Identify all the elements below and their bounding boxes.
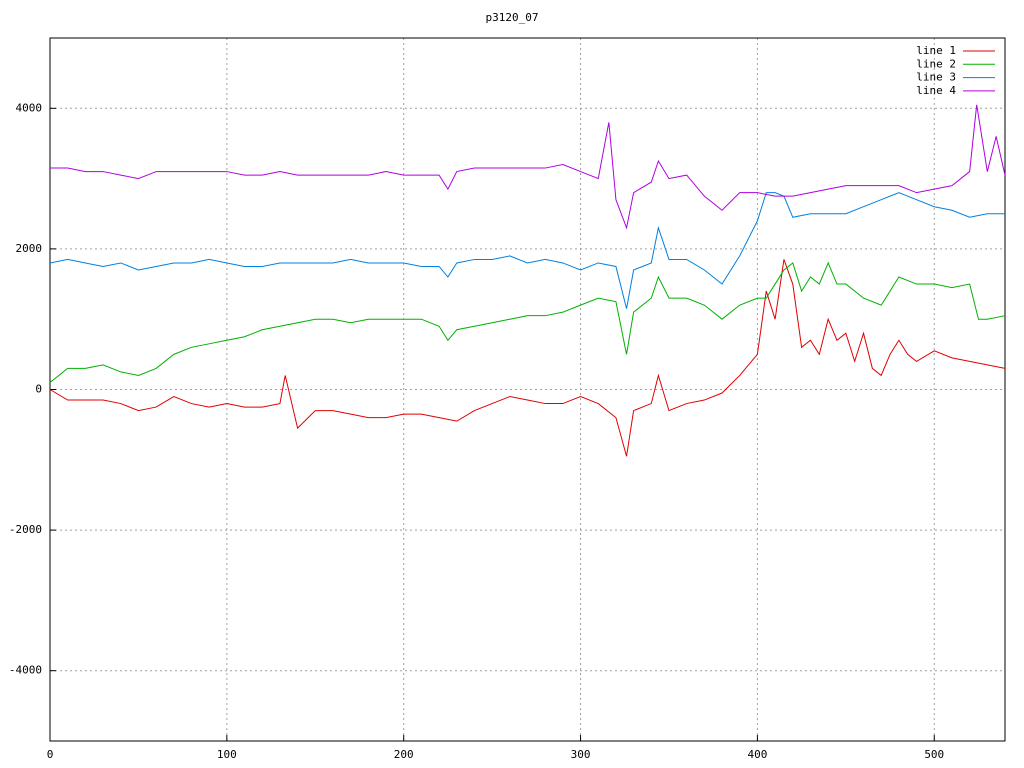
y-tick-label: 0 [35,383,42,396]
y-tick-label: -2000 [9,523,42,536]
legend-label: line 4 [916,84,956,97]
data-line [49,259,1006,457]
legend-label: line 1 [916,44,956,57]
data-line [49,261,1006,383]
x-tick-label: 200 [394,748,414,761]
chart-title: p3120_07 [486,11,539,24]
y-tick-label: -4000 [9,664,42,677]
x-tick-label: 100 [217,748,237,761]
data-line [50,104,1006,230]
x-tick-label: 400 [747,748,767,761]
y-tick-label: 2000 [16,242,43,255]
y-tick-label: 4000 [16,101,43,114]
x-tick-label: 300 [571,748,591,761]
data-line [49,192,1005,309]
x-tick-label: 0 [47,748,54,761]
legend-label: line 3 [916,71,956,84]
legend-label: line 2 [916,57,956,70]
x-tick-label: 500 [924,748,944,761]
